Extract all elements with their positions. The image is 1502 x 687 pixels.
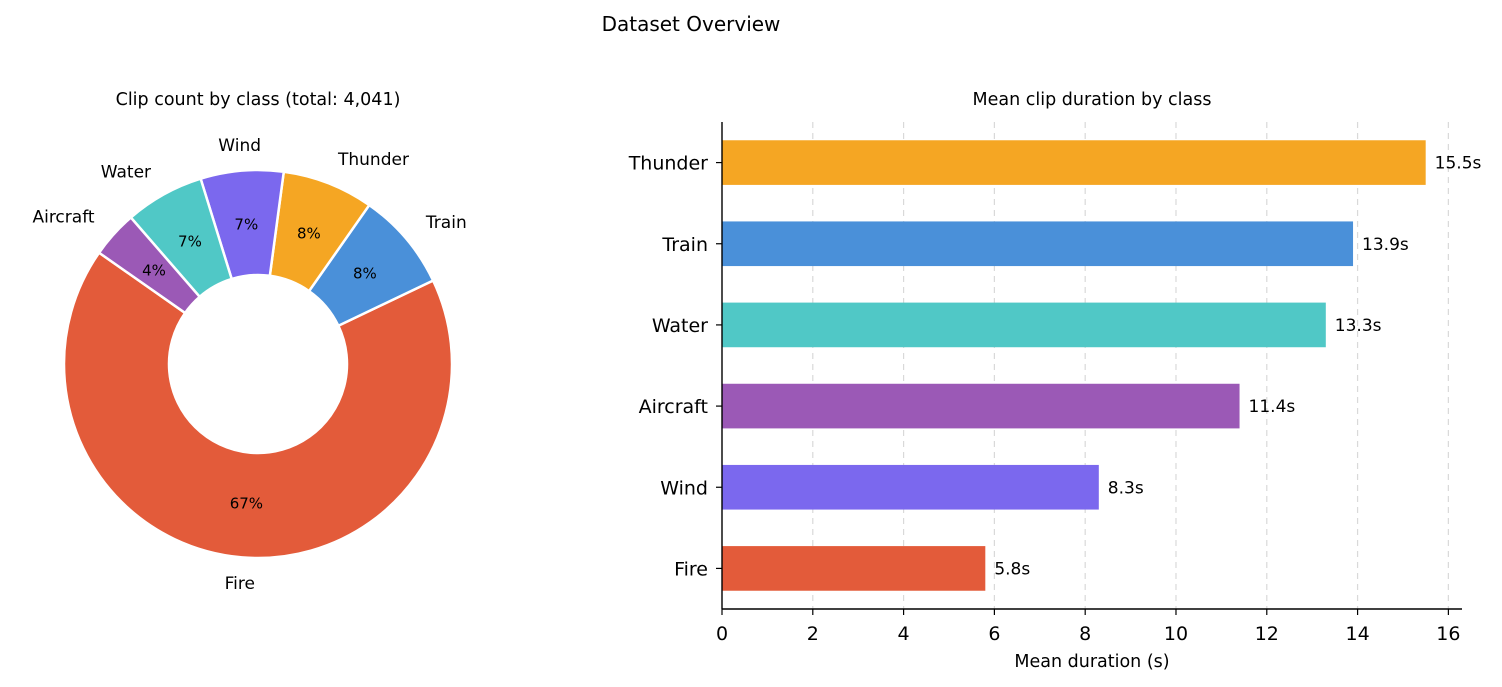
- bar-value-label-thunder: 15.5s: [1435, 154, 1482, 174]
- x-axis-label: Mean duration (s): [1014, 652, 1169, 672]
- y-tick-label-water: Water: [652, 315, 708, 337]
- figure-title: Dataset Overview: [601, 12, 781, 36]
- x-tick-label: 6: [988, 623, 1000, 645]
- pie-chart: Clip count by class (total: 4,041) 67% Fi…: [32, 90, 466, 594]
- x-tick-label: 16: [1436, 623, 1460, 645]
- bar-value-label-aircraft: 11.4s: [1249, 397, 1296, 417]
- pie-percent-wind: 7%: [234, 215, 258, 233]
- pie-label-aircraft: Aircraft: [32, 208, 94, 228]
- pie-label-thunder: Thunder: [337, 150, 409, 170]
- bar-value-label-wind: 8.3s: [1108, 478, 1144, 498]
- y-tick-label-thunder: Thunder: [628, 153, 708, 175]
- pie-slice-aircraft: [97, 215, 202, 315]
- y-tick-label-fire: Fire: [674, 558, 708, 580]
- pie-label-fire: Fire: [225, 574, 255, 594]
- x-tick-label: 4: [898, 623, 910, 645]
- bar-chart: Mean clip duration by class Mean duratio…: [628, 90, 1482, 672]
- x-tick-label: 14: [1345, 623, 1369, 645]
- x-tick-label: 8: [1079, 623, 1091, 645]
- pie-percent-train: 8%: [353, 265, 377, 283]
- x-tick-label: 10: [1164, 623, 1188, 645]
- pie-percent-water: 7%: [178, 233, 202, 251]
- bar-wind: [722, 464, 1099, 510]
- pie-label-train: Train: [425, 213, 467, 233]
- y-tick-label-wind: Wind: [660, 477, 708, 499]
- x-tick-label: 12: [1255, 623, 1279, 645]
- pie-percent-fire: 67%: [230, 495, 263, 513]
- x-tick-label: 2: [807, 623, 819, 645]
- pie-title: Clip count by class (total: 4,041): [116, 90, 401, 110]
- bar-aircraft: [722, 383, 1240, 429]
- bar-train: [722, 221, 1354, 267]
- y-tick-label-aircraft: Aircraft: [639, 396, 708, 418]
- bar-thunder: [722, 140, 1426, 185]
- bar-fire: [722, 546, 986, 591]
- bar-value-label-fire: 5.8s: [994, 559, 1030, 579]
- x-tick-label: 0: [716, 623, 728, 645]
- bar-title: Mean clip duration by class: [973, 90, 1212, 110]
- pie-slice-fire: [62, 250, 454, 560]
- pie-label-wind: Wind: [218, 136, 261, 156]
- y-tick-label-train: Train: [661, 234, 708, 256]
- pie-label-water: Water: [101, 163, 151, 183]
- pie-percent-thunder: 8%: [297, 225, 321, 243]
- bar-value-label-water: 13.3s: [1335, 316, 1382, 336]
- pie-percent-aircraft: 4%: [142, 261, 166, 279]
- bar-water: [722, 302, 1326, 348]
- bar-value-label-train: 13.9s: [1362, 235, 1409, 255]
